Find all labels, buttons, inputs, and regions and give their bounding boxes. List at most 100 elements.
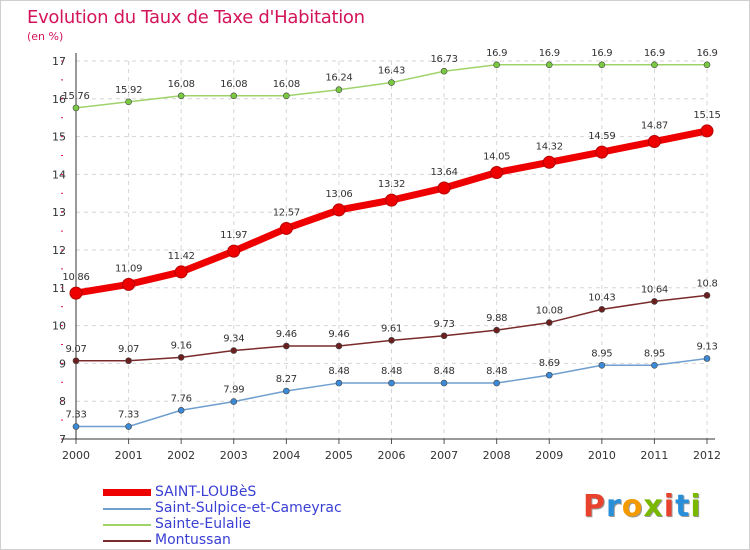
data-label: 15.15 (693, 110, 720, 121)
data-point (283, 342, 290, 350)
data-label: 9.34 (223, 334, 244, 345)
data-point (490, 166, 504, 180)
x-tick-label: 2007 (430, 449, 458, 462)
brand-letter: x (643, 489, 664, 524)
data-point (647, 135, 661, 149)
data-point (385, 193, 398, 207)
brand-letter: r (606, 489, 622, 524)
data-label: 16.9 (591, 48, 612, 59)
y-tick-label: 14 (52, 168, 66, 181)
data-label: 14.87 (641, 121, 668, 132)
data-label: 8.27 (276, 374, 297, 385)
x-tick-label: 2010 (588, 449, 616, 462)
x-tick-label: 2001 (115, 449, 143, 462)
y-tick-label: 15 (52, 131, 66, 144)
data-point (177, 354, 185, 361)
data-point (703, 355, 711, 362)
data-point (122, 277, 136, 291)
data-point (545, 371, 553, 379)
chart-title: Evolution du Taux de Taxe d'Habitation (27, 7, 365, 28)
data-label: 16.08 (220, 79, 247, 90)
data-point (595, 145, 609, 159)
data-point (542, 155, 556, 169)
data-point (703, 292, 711, 299)
legend-label: SAINT-LOUBèS (155, 484, 257, 500)
data-label: 14.59 (588, 131, 615, 142)
data-point (125, 98, 132, 106)
data-point (651, 61, 658, 69)
legend-swatch (103, 540, 151, 542)
data-label: 14.05 (483, 152, 510, 163)
data-point (598, 306, 606, 313)
data-label: 16.08 (273, 79, 300, 90)
data-point (493, 61, 500, 69)
data-point (125, 357, 132, 365)
data-label: 15.76 (62, 91, 89, 102)
data-point (437, 181, 451, 195)
data-label: 8.48 (381, 366, 402, 377)
data-label: 8.95 (644, 348, 665, 359)
data-label: 16.73 (431, 54, 458, 65)
data-point (388, 79, 395, 86)
data-label: 10.64 (641, 284, 668, 295)
data-label: 8.48 (328, 366, 349, 377)
data-point (651, 361, 658, 369)
legend-label: Montussan (155, 532, 231, 548)
data-point (598, 61, 606, 69)
data-label: 16.08 (168, 79, 195, 90)
data-label: 9.16 (171, 340, 192, 351)
y-tick-label: 10 (52, 320, 66, 333)
legend-swatch (103, 508, 151, 510)
data-label: 9.13 (696, 341, 717, 352)
data-point (283, 92, 290, 100)
data-label: 10.86 (62, 272, 89, 283)
y-tick-label: 13 (52, 206, 66, 219)
data-label: 16.9 (486, 48, 507, 59)
x-tick-label: 2009 (535, 449, 563, 462)
data-point (388, 337, 395, 344)
data-label: 11.09 (115, 263, 142, 274)
brand-letter: o (621, 489, 644, 524)
brand-letter: i (690, 489, 702, 524)
data-label: 7.99 (223, 385, 244, 396)
data-label: 9.07 (118, 344, 139, 355)
data-point (493, 326, 500, 334)
brand-letter: i (663, 489, 676, 524)
data-label: 8.69 (539, 358, 560, 369)
data-point (440, 332, 448, 340)
data-point (440, 67, 448, 75)
data-label: 14.32 (536, 141, 563, 152)
data-point (72, 423, 80, 430)
data-point (598, 361, 606, 369)
y-tick-label: 16 (52, 93, 66, 106)
brand-letter: t (675, 489, 691, 524)
x-tick-label: 2003 (220, 449, 248, 462)
data-point (283, 387, 290, 395)
data-label: 9.88 (486, 313, 507, 324)
chart-unit-label: (en %) (27, 30, 64, 43)
legend-label: Saint-Sulpice-et-Cameyrac (155, 500, 342, 516)
data-label: 7.76 (171, 393, 192, 404)
y-tick-label: 11 (52, 282, 66, 295)
data-point (651, 298, 658, 305)
data-label: 16.9 (644, 48, 665, 59)
x-tick-label: 2012 (693, 449, 721, 462)
data-point (230, 92, 238, 100)
data-label: 7.33 (118, 410, 139, 421)
data-point (335, 86, 343, 94)
data-point (388, 379, 395, 387)
brand-logo: Proxiti (583, 489, 702, 524)
legend-swatch (103, 489, 151, 496)
data-point (493, 379, 500, 387)
data-label: 11.97 (220, 230, 247, 241)
x-tick-label: 2011 (640, 449, 668, 462)
data-label-layer: 7.33 7.33 7.76 7.99 8.27 8.48 8.48 8.48 8.48 8.69… (62, 48, 720, 421)
data-label: 9.61 (381, 323, 402, 334)
data-point (174, 265, 188, 279)
data-label: 10.43 (588, 292, 615, 303)
data-point (700, 124, 714, 138)
y-tick-label: 12 (52, 244, 66, 257)
data-label: 7.33 (65, 410, 86, 421)
data-label: 13.06 (325, 189, 352, 200)
